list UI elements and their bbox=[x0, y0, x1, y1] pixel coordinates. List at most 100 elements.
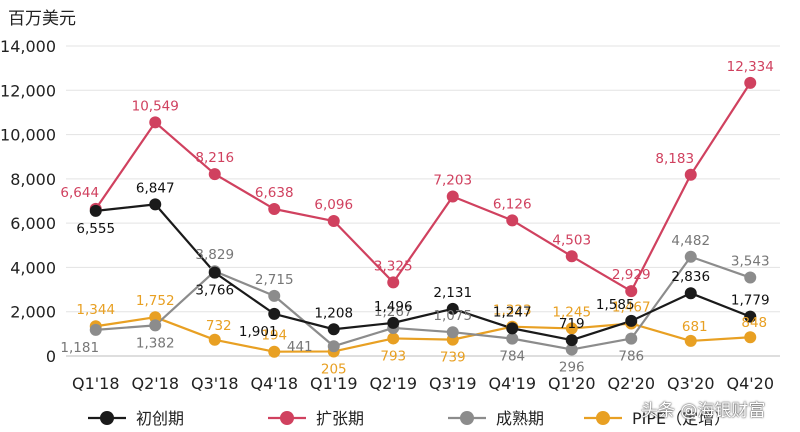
data-label: 1,752 bbox=[136, 293, 175, 309]
data-label: 1,181 bbox=[60, 340, 99, 356]
legend-marker bbox=[596, 411, 610, 425]
series-line bbox=[95, 255, 751, 351]
data-label: 2,836 bbox=[671, 269, 710, 285]
data-label: 1,901 bbox=[239, 324, 278, 340]
x-tick-label: Q3'19 bbox=[429, 374, 477, 393]
data-label: 848 bbox=[741, 315, 767, 331]
data-label: 1,382 bbox=[136, 335, 175, 351]
data-label: 786 bbox=[618, 349, 644, 365]
data-label: 681 bbox=[682, 319, 708, 335]
data-point bbox=[149, 116, 162, 129]
data-label: 3,829 bbox=[195, 247, 234, 263]
data-point bbox=[387, 316, 400, 329]
data-point bbox=[744, 331, 757, 344]
data-label: 8,216 bbox=[195, 150, 234, 166]
x-tick-label: Q4'20 bbox=[726, 374, 774, 393]
data-point bbox=[327, 215, 340, 228]
data-point bbox=[684, 168, 697, 181]
data-label: 205 bbox=[321, 361, 347, 377]
series-line bbox=[95, 316, 751, 353]
x-tick-label: Q4'19 bbox=[488, 374, 536, 393]
x-tick-label: Q3'20 bbox=[667, 374, 715, 393]
data-label: 7,203 bbox=[433, 173, 472, 189]
data-point bbox=[268, 289, 281, 302]
data-point bbox=[506, 322, 519, 335]
data-label: 3,325 bbox=[374, 258, 413, 274]
data-label: 6,126 bbox=[493, 196, 532, 212]
legend-label: 成熟期 bbox=[496, 409, 544, 428]
data-point bbox=[744, 310, 757, 323]
data-point bbox=[89, 323, 102, 336]
data-label: 1,467 bbox=[612, 300, 651, 316]
data-point bbox=[268, 203, 281, 216]
data-point bbox=[387, 332, 400, 345]
data-label: 1,247 bbox=[493, 304, 532, 320]
data-label: 10,549 bbox=[132, 98, 179, 114]
data-point bbox=[565, 343, 578, 356]
legend-label: 初创期 bbox=[136, 409, 184, 428]
data-label: 719 bbox=[559, 316, 585, 332]
data-label: 1,075 bbox=[433, 308, 472, 324]
data-point bbox=[744, 271, 757, 284]
x-tick-label: Q2'18 bbox=[131, 374, 179, 393]
data-label: 1,779 bbox=[731, 293, 770, 309]
data-label: 784 bbox=[499, 349, 525, 365]
data-point bbox=[446, 302, 459, 315]
data-point bbox=[208, 266, 221, 279]
y-tick-label: 12,000 bbox=[0, 81, 56, 100]
data-label: 6,847 bbox=[136, 180, 175, 196]
data-label: 1,585 bbox=[596, 297, 635, 313]
x-tick-label: Q1'20 bbox=[548, 374, 596, 393]
data-label: 4,482 bbox=[671, 233, 710, 249]
data-label: 12,334 bbox=[727, 59, 774, 75]
data-label: 2,929 bbox=[612, 267, 651, 283]
y-tick-label: 10,000 bbox=[0, 126, 56, 145]
data-label: 441 bbox=[287, 339, 313, 355]
x-tick-label: Q1'19 bbox=[310, 374, 358, 393]
data-point bbox=[327, 323, 340, 336]
y-axis-unit-label: 百万美元 bbox=[8, 9, 76, 29]
data-point bbox=[565, 334, 578, 347]
data-label: 3,766 bbox=[195, 283, 234, 299]
legend-marker bbox=[100, 411, 114, 425]
legend-marker bbox=[460, 411, 474, 425]
y-tick-label: 6,000 bbox=[10, 214, 56, 233]
y-tick-label: 2,000 bbox=[10, 303, 56, 322]
data-point bbox=[625, 332, 638, 345]
data-point bbox=[684, 334, 697, 347]
data-point bbox=[744, 76, 757, 89]
data-label: 1,245 bbox=[552, 304, 591, 320]
data-label: 6,096 bbox=[314, 197, 353, 213]
data-label: 1,323 bbox=[493, 303, 532, 319]
data-point bbox=[565, 322, 578, 335]
x-tick-label: Q2'20 bbox=[607, 374, 655, 393]
data-point bbox=[684, 287, 697, 300]
data-point bbox=[684, 250, 697, 263]
x-tick-label: Q2'19 bbox=[369, 374, 417, 393]
data-point bbox=[149, 198, 162, 211]
data-label: 732 bbox=[206, 318, 232, 334]
data-point bbox=[446, 326, 459, 339]
data-point bbox=[625, 314, 638, 327]
data-point bbox=[208, 333, 221, 346]
data-point bbox=[387, 276, 400, 289]
data-point bbox=[506, 214, 519, 227]
series-line bbox=[95, 203, 751, 342]
data-point bbox=[565, 250, 578, 263]
data-point bbox=[625, 285, 638, 298]
data-label: 1,344 bbox=[76, 302, 115, 318]
data-point bbox=[208, 168, 221, 181]
y-tick-label: 0 bbox=[46, 347, 56, 366]
data-point bbox=[327, 340, 340, 353]
y-tick-label: 4,000 bbox=[10, 258, 56, 277]
data-label: 6,638 bbox=[255, 185, 294, 201]
data-label: 2,131 bbox=[433, 285, 472, 301]
data-point bbox=[149, 319, 162, 332]
data-label: 1,496 bbox=[374, 299, 413, 315]
data-label: 2,715 bbox=[255, 272, 294, 288]
data-label: 1,208 bbox=[314, 305, 353, 321]
data-label: 4,503 bbox=[552, 232, 591, 248]
data-label: 296 bbox=[559, 359, 585, 375]
data-point bbox=[506, 332, 519, 345]
data-label: 6,644 bbox=[60, 185, 99, 201]
